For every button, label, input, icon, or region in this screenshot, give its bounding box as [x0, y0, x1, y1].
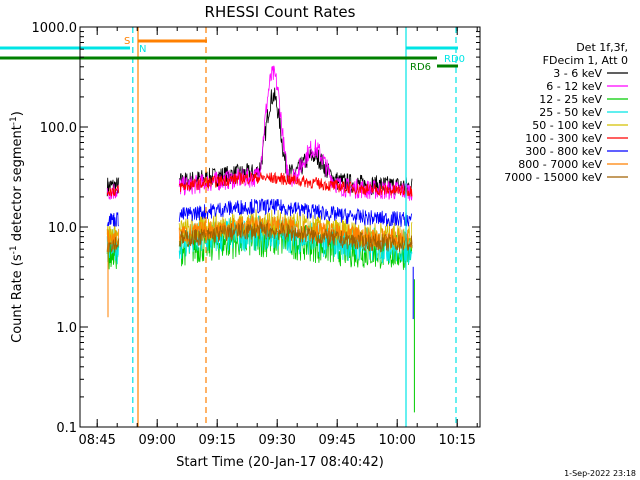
- legend-label-3: 12 - 25 keV: [539, 93, 602, 106]
- flag-label-rd0: RD0: [444, 54, 465, 65]
- x-axis-label: Start Time (20-Jan-17 08:40:42): [176, 455, 384, 470]
- series-line-7: [106, 198, 413, 227]
- series-line-9: [106, 221, 413, 253]
- data-layer: [106, 65, 415, 413]
- series-line-6: [106, 171, 413, 197]
- y-tick-label: 1000.0: [32, 21, 78, 36]
- legend-label-8: 800 - 7000 keV: [518, 158, 602, 171]
- x-tick-label: 09:30: [258, 433, 295, 448]
- y-label-part2: detector segment: [10, 125, 25, 245]
- y-tick-label: 100.0: [40, 121, 77, 136]
- x-tick-label: 10:00: [378, 433, 415, 448]
- legend-label-1: 3 - 6 keV: [553, 67, 602, 80]
- legend-label-9: 7000 - 15000 keV: [504, 171, 602, 184]
- flag-label-rd6: RD6: [410, 62, 431, 73]
- legend-header-2: FDecim 1, Att 0: [543, 54, 628, 67]
- footer-date: 1-Sep-2022 23:18: [564, 469, 636, 478]
- y-label-exp2: -1: [9, 116, 19, 125]
- y-label-exp1: -1: [9, 245, 19, 254]
- y-tick-label: 0.1: [56, 421, 77, 436]
- chart-title: RHESSI Count Rates: [205, 3, 356, 21]
- y-label-part1: Count Rate (s: [10, 254, 25, 343]
- x-tick-label: 09:00: [138, 433, 175, 448]
- flag-label-n: N: [139, 44, 146, 55]
- x-tick-label: 09:15: [198, 433, 235, 448]
- legend-label-4: 25 - 50 keV: [539, 106, 602, 119]
- y-axis-label: Count Rate (s-1 detector segment-1): [9, 111, 25, 343]
- axis-layer: 0.1 1.0 10.0 100.0 1000.0 08:45 09:00 09:15 09:3…: [32, 21, 480, 448]
- legend-label-2: 6 - 12 keV: [546, 80, 602, 93]
- legend-header-1: Det 1f,3f,: [576, 41, 628, 54]
- x-tick-label: 10:15: [438, 433, 475, 448]
- overlay-layer: SN RD0 RD6: [0, 27, 465, 427]
- y-label-part3: ): [10, 111, 25, 116]
- y-tick-label: 10.0: [48, 221, 77, 236]
- y-tick-label: 1.0: [56, 321, 77, 336]
- x-tick-label: 08:45: [78, 433, 115, 448]
- legend-label-5: 50 - 100 keV: [532, 119, 602, 132]
- legend-label-6: 100 - 300 keV: [525, 132, 602, 145]
- x-tick-label: 09:45: [318, 433, 355, 448]
- flag-label-s: S: [124, 36, 130, 47]
- legend-label-7: 300 - 800 keV: [525, 145, 602, 158]
